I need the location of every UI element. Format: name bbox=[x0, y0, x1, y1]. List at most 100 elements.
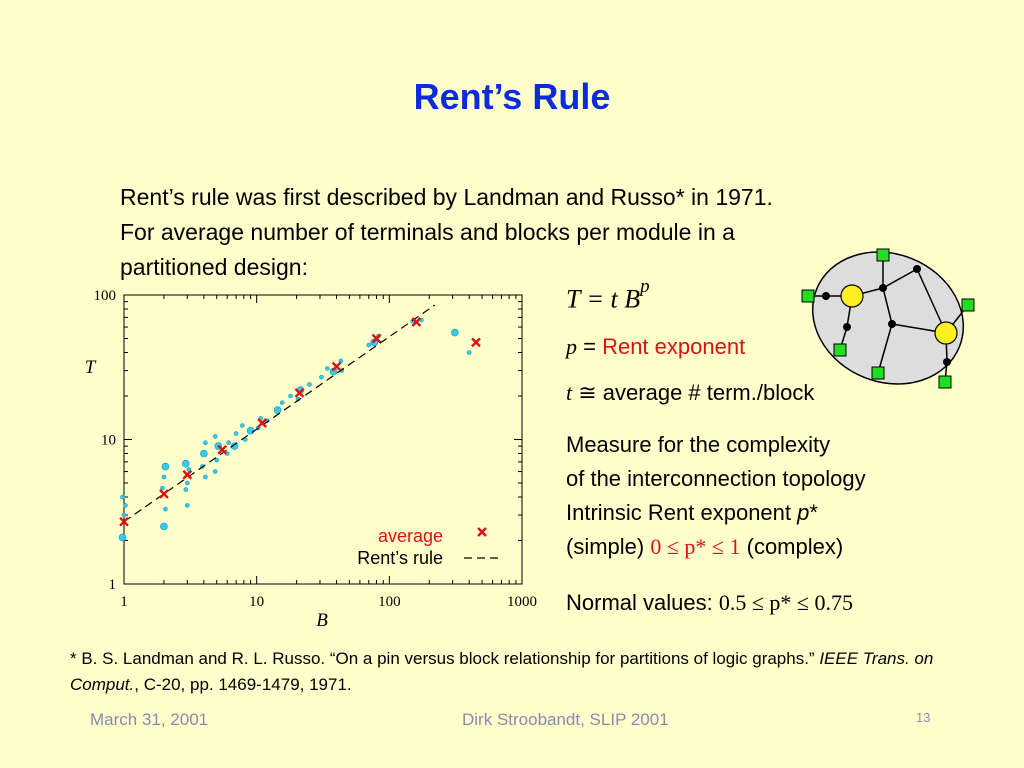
t-description: average # term./block bbox=[602, 380, 815, 405]
measure-line-3-star: * bbox=[809, 500, 818, 525]
average-marker bbox=[471, 337, 481, 348]
data-point bbox=[200, 449, 208, 458]
data-point bbox=[203, 474, 208, 480]
footer-date: March 31, 2001 bbox=[90, 710, 209, 729]
average-marker bbox=[159, 489, 169, 499]
x-tick-label: 100 bbox=[378, 594, 401, 610]
data-point bbox=[212, 434, 218, 439]
average-marker bbox=[182, 469, 193, 480]
footer-page-number: 13 bbox=[916, 710, 931, 725]
y-tick-label: 100 bbox=[94, 288, 117, 304]
p-description: Rent exponent bbox=[602, 334, 746, 359]
normal-values: Normal values: 0.5 ≤ p* ≤ 0.75 bbox=[566, 590, 853, 616]
rent-formula: T = t Bp bbox=[566, 276, 650, 315]
data-point bbox=[183, 487, 189, 492]
average-marker bbox=[294, 388, 305, 398]
terminal-squares bbox=[801, 248, 975, 389]
footnote-part-1: * B. S. Landman and R. L. Russo. “On a p… bbox=[70, 649, 820, 668]
intro-line-1: Rent’s rule was first described by Landm… bbox=[120, 184, 773, 210]
footnote-journal: IEEE Trans. on Comput. bbox=[70, 649, 934, 694]
data-point bbox=[240, 423, 245, 428]
formula-lhs: T = t B bbox=[566, 284, 641, 314]
intro-text: Rent’s rule was first described by Landm… bbox=[120, 180, 960, 285]
footnote-part-2: , C-20, pp. 1469-1479, 1971. bbox=[134, 675, 352, 694]
data-point bbox=[451, 328, 459, 337]
data-point bbox=[279, 400, 285, 405]
graph-dots bbox=[822, 265, 951, 366]
measure-line-1: Measure for the complexity bbox=[566, 432, 831, 457]
y-tick-label: 1 bbox=[109, 577, 117, 593]
data-point bbox=[120, 494, 125, 500]
data-point bbox=[466, 350, 472, 355]
simple-label: (simple) bbox=[566, 534, 651, 559]
data-point bbox=[121, 512, 127, 518]
average-marker bbox=[411, 317, 422, 327]
data-point bbox=[160, 485, 165, 491]
reference-footnote: * B. S. Landman and R. L. Russo. “On a p… bbox=[70, 646, 1000, 698]
p-definition: p = Rent exponent bbox=[566, 334, 745, 360]
data-point bbox=[319, 374, 324, 380]
data-point bbox=[184, 480, 190, 486]
data-point bbox=[160, 522, 168, 531]
data-point bbox=[181, 459, 190, 468]
t-approx: ≅ bbox=[572, 380, 603, 405]
x-tick-label: 1000 bbox=[507, 594, 537, 610]
data-point bbox=[233, 431, 239, 436]
measure-line-3-var: p bbox=[797, 500, 810, 525]
y-axis-label: T bbox=[85, 357, 97, 378]
yellow-node-right bbox=[934, 321, 958, 345]
slide-title: Rent’s Rule bbox=[413, 76, 611, 117]
p-equals: = bbox=[577, 334, 603, 359]
legend-label-average: average bbox=[378, 526, 443, 546]
data-point bbox=[230, 442, 239, 450]
t-definition: t ≅ average # term./block bbox=[566, 380, 814, 406]
complex-label: (complex) bbox=[740, 534, 844, 559]
data-point bbox=[366, 342, 372, 348]
y-tick-label: 10 bbox=[101, 433, 116, 449]
normal-values-range: 0.5 ≤ p* ≤ 0.75 bbox=[718, 590, 853, 615]
plot-frame bbox=[123, 294, 523, 585]
data-point bbox=[203, 440, 208, 446]
data-point bbox=[288, 393, 293, 399]
measure-line-4: (simple) 0 ≤ p* ≤ 1 (complex) bbox=[566, 530, 866, 564]
measure-line-2: of the interconnection topology bbox=[566, 466, 866, 491]
data-point bbox=[273, 406, 282, 414]
intro-line-3: partitioned design: bbox=[120, 254, 308, 280]
intro-line-2: For average number of terminals and bloc… bbox=[120, 219, 735, 245]
x-tick-label: 1 bbox=[120, 594, 128, 610]
average-marker bbox=[371, 333, 382, 344]
p-variable: p bbox=[566, 334, 577, 359]
data-point bbox=[246, 426, 255, 435]
legend-label-rents-rule: Rent’s rule bbox=[357, 548, 443, 568]
exponent-range: 0 ≤ p* ≤ 1 bbox=[650, 534, 741, 559]
x-axis-label: B bbox=[316, 610, 328, 631]
data-point bbox=[161, 474, 167, 480]
data-point bbox=[212, 469, 218, 474]
average-marker bbox=[257, 418, 268, 428]
data-point bbox=[161, 462, 170, 471]
legend-marker-average bbox=[477, 527, 487, 537]
x-tick-label: 10 bbox=[249, 594, 264, 610]
data-point bbox=[325, 366, 330, 371]
data-point bbox=[307, 382, 312, 387]
average-marker bbox=[119, 516, 129, 527]
module-ellipse bbox=[811, 251, 965, 385]
yellow-node-left bbox=[840, 284, 864, 308]
data-point bbox=[118, 533, 127, 542]
data-point bbox=[123, 503, 128, 508]
data-point bbox=[163, 506, 168, 512]
normal-values-label: Normal values: bbox=[566, 590, 719, 615]
data-point bbox=[184, 503, 190, 508]
complexity-measure: Measure for the complexity of the interc… bbox=[566, 428, 866, 564]
measure-line-3: Intrinsic Rent exponent p* bbox=[566, 496, 866, 530]
footer-author: Dirk Stroobandt, SLIP 2001 bbox=[462, 710, 669, 729]
t-variable: t bbox=[566, 380, 573, 405]
data-point bbox=[226, 440, 232, 446]
measure-line-3-text: Intrinsic Rent exponent bbox=[566, 500, 798, 525]
rents-rule-line bbox=[123, 304, 436, 523]
data-point bbox=[186, 467, 192, 472]
data-point bbox=[214, 457, 220, 463]
partition-graph-illustration bbox=[801, 248, 975, 389]
average-marker bbox=[331, 361, 342, 372]
